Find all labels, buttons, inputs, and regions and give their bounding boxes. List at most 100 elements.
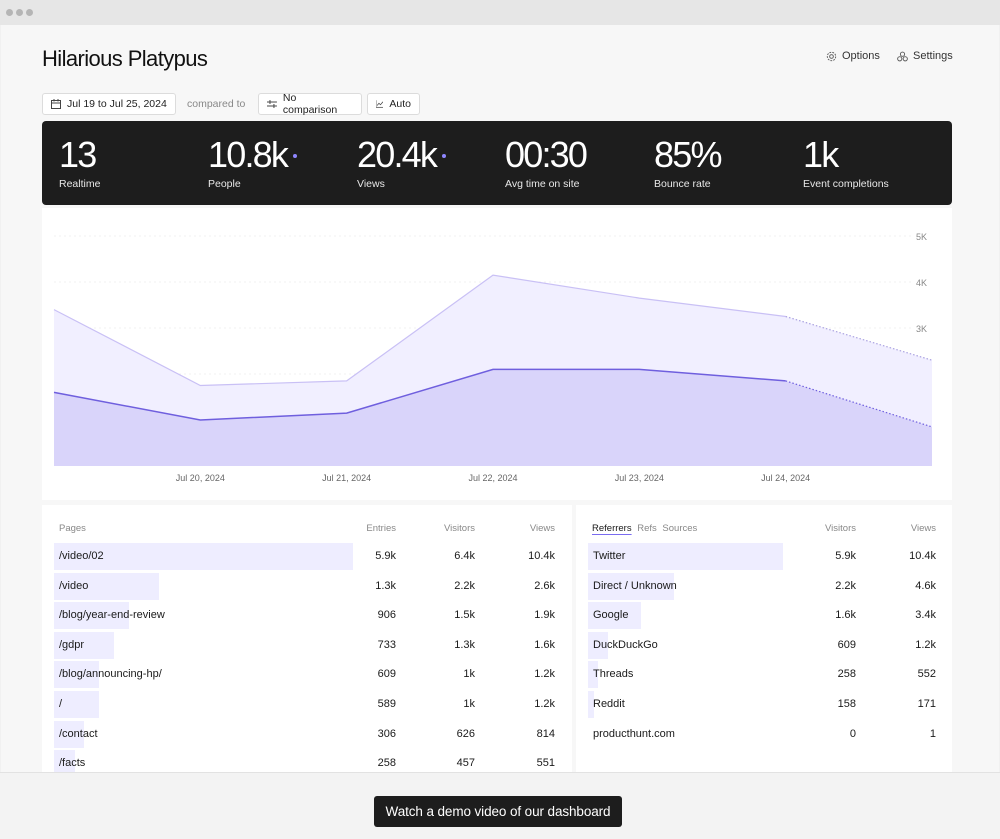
settings-button[interactable]: Settings xyxy=(897,50,953,62)
table-row[interactable]: /video/02 5.9k 6.4k 10.4k xyxy=(54,543,555,570)
stat-event-completions[interactable]: 1k Event completions xyxy=(803,135,889,191)
stat-label: Bounce rate xyxy=(654,178,711,190)
row-name: Threads xyxy=(593,668,634,681)
y-tick-label: 5K xyxy=(916,232,927,242)
row-visitors: 1k xyxy=(463,668,475,681)
row-visitors: 2.2k xyxy=(454,579,475,592)
stat-value: 20.4k xyxy=(357,134,438,175)
referrer-tabs: Referrers Refs Sources xyxy=(592,523,697,534)
row-entries: 609 xyxy=(377,668,396,681)
table-row[interactable]: /gdpr 733 1.3k 1.6k xyxy=(54,631,555,659)
stat-views[interactable]: 20.4k Views xyxy=(357,134,447,190)
row-share-bar xyxy=(588,631,608,659)
series-line xyxy=(53,368,786,421)
table-row[interactable]: /facts 258 457 551 xyxy=(54,750,555,775)
stat-people[interactable]: 10.8k People xyxy=(208,135,298,190)
pages-panel: Pages Entries Visitors Views /video/02 5.… xyxy=(42,505,572,775)
row-visitors: 2.2k xyxy=(835,579,856,592)
row-share-bar xyxy=(54,543,353,570)
table-row[interactable]: DuckDuckGo 609 1.2k xyxy=(588,631,936,659)
x-tick-label: Jul 24, 2024 xyxy=(761,473,810,483)
y-tick-label: 3K xyxy=(916,324,927,334)
table-row[interactable]: producthunt.com 0 1 xyxy=(588,721,936,748)
interval-picker[interactable]: Auto xyxy=(367,93,420,115)
row-name: /video/02 xyxy=(59,550,104,562)
row-share-bar xyxy=(54,602,129,630)
gear-icon xyxy=(826,51,837,61)
row-visitors: 1.5k xyxy=(454,609,475,622)
table-row[interactable]: Twitter 5.9k 10.4k xyxy=(588,543,936,570)
row-share-bar xyxy=(54,572,159,600)
row-visitors: 626 xyxy=(456,727,475,740)
table-row[interactable]: Google 1.6k 3.4k xyxy=(588,602,936,630)
views-header: Views xyxy=(910,523,936,534)
table-row[interactable]: Direct / Unknown 2.2k 4.6k xyxy=(588,572,936,600)
series-area xyxy=(54,369,932,466)
window-dot-icon xyxy=(26,9,33,16)
table-row[interactable]: /video 1.3k 2.2k 2.6k xyxy=(54,572,555,600)
date-range-label: Jul 19 to Jul 25, 2024 xyxy=(67,98,167,110)
date-range-picker[interactable]: Jul 19 to Jul 25, 2024 xyxy=(42,93,176,115)
table-row[interactable]: /blog/year-end-review 906 1.5k 1.9k xyxy=(54,602,555,630)
row-share-bar xyxy=(588,691,594,718)
row-name: /blog/announcing-hp/ xyxy=(59,668,162,681)
row-share-bar xyxy=(54,661,99,689)
stats-bar: 13 Realtime 10.8k People 20.4k Views 00:… xyxy=(42,121,952,205)
row-name: Twitter xyxy=(593,550,626,562)
row-share-bar xyxy=(588,543,783,570)
row-visitors: 1.3k xyxy=(454,638,475,651)
table-row[interactable]: Threads 258 552 xyxy=(588,661,936,689)
referrers-panel: Referrers Refs Sources Visitors Views Tw… xyxy=(576,505,952,775)
sliders-icon xyxy=(267,100,277,108)
series-forecast-line xyxy=(785,315,933,361)
x-tick-label: Jul 22, 2024 xyxy=(468,473,517,483)
row-share-bar xyxy=(588,661,598,689)
row-name: / xyxy=(59,698,63,710)
x-tick-label: Jul 23, 2024 xyxy=(615,473,664,483)
table-row[interactable]: /contact 306 626 814 xyxy=(54,720,555,748)
stat-bounce-rate[interactable]: 85% Bounce rate xyxy=(654,135,722,191)
stat-avg-time[interactable]: 00:30 Avg time on site xyxy=(505,135,588,191)
row-views: 551 xyxy=(536,757,555,770)
x-tick-label: Jul 21, 2024 xyxy=(322,473,371,483)
comparison-picker[interactable]: No comparison xyxy=(258,92,362,116)
live-dot-icon xyxy=(442,154,447,158)
row-views: 10.4k xyxy=(909,550,936,562)
row-visitors: 5.9k xyxy=(835,550,856,562)
tab-referrers[interactable]: Referrers xyxy=(592,523,632,534)
row-share-bar xyxy=(54,631,114,659)
views-header: Views xyxy=(529,523,555,534)
watch-demo-button[interactable]: Watch a demo video of our dashboard xyxy=(374,796,622,827)
window-dot-icon xyxy=(16,9,23,16)
row-views: 1.9k xyxy=(534,609,555,622)
table-row[interactable]: /blog/announcing-hp/609 1k 1.2k xyxy=(54,661,555,689)
row-name: Google xyxy=(593,609,629,622)
row-views: 814 xyxy=(536,727,555,740)
stat-label: Avg time on site xyxy=(505,178,580,190)
line-chart-icon xyxy=(376,100,384,108)
visitors-header: Visitors xyxy=(444,523,475,534)
tab-sources[interactable]: Sources xyxy=(662,523,698,534)
window-dot-icon xyxy=(6,9,13,16)
table-row[interactable]: Reddit 158 171 xyxy=(588,691,936,718)
options-button[interactable]: Options xyxy=(826,50,880,62)
row-name: /blog/year-end-review xyxy=(59,609,165,622)
row-views: 1.6k xyxy=(534,638,555,651)
tab-refs[interactable]: Refs xyxy=(637,523,657,534)
row-name: /video xyxy=(59,579,89,592)
row-share-bar xyxy=(588,602,641,630)
series-forecast-line xyxy=(785,380,933,428)
stat-value: 13 xyxy=(59,134,97,175)
stat-realtime[interactable]: 13 Realtime xyxy=(59,134,101,191)
stat-label: Views xyxy=(357,178,385,190)
options-label: Options xyxy=(842,50,880,62)
stat-label: Realtime xyxy=(59,178,101,190)
table-row[interactable]: / 589 1k 1.2k xyxy=(54,691,555,718)
row-entries: 1.3k xyxy=(375,579,396,592)
row-name: Direct / Unknown xyxy=(593,579,677,592)
stat-label: People xyxy=(208,178,241,190)
settings-icon xyxy=(897,51,908,61)
row-entries: 258 xyxy=(377,757,396,770)
row-views: 2.6k xyxy=(534,579,555,592)
